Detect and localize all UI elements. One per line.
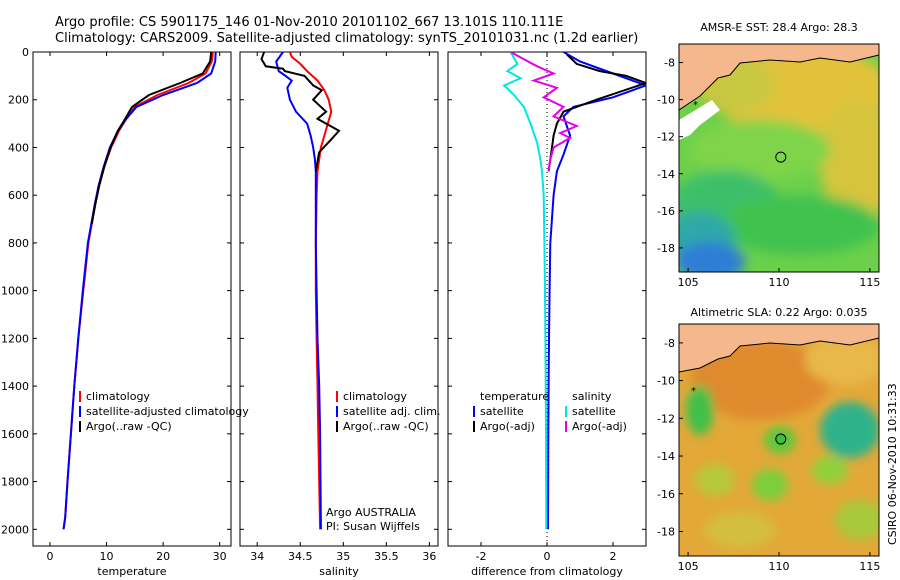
sst-argo-location-marker [775, 151, 787, 163]
difference-legend-label: satellite [572, 405, 616, 418]
salinity-panel: 34 34.5 35 35.5 36 salinity climatology satelli… [239, 51, 440, 578]
salinity-annotation-line: Argo AUSTRALIA [326, 506, 416, 519]
sst-ytick-label: -12 [657, 131, 675, 144]
difference-panel: -2 0 2 difference from climatology temperatu… [447, 51, 647, 578]
salinity-series-0 [288, 52, 333, 530]
sla-land [679, 324, 879, 372]
sla-argo-location-marker [775, 433, 787, 445]
depth-ytick-label: 1000 [1, 285, 29, 298]
temperature-legend-label: climatology [86, 390, 150, 403]
sst-ytick-label: -8 [664, 57, 675, 70]
figure-title-line2: Climatology: CARS2009. Satellite-adjuste… [55, 31, 638, 46]
sst-land [679, 44, 879, 110]
salinity-xtick-label: 35 [336, 550, 350, 563]
depth-ytick-label: 0 [22, 46, 29, 59]
sla-star-marker: * [691, 386, 696, 397]
depth-ytick-label: 1800 [1, 476, 29, 489]
salinity-legend-label: satellite adj. clim. [343, 405, 440, 418]
temperature-xlabel: temperature [97, 565, 166, 578]
salinity-xtick-label: 34.5 [288, 550, 313, 563]
temperature-xtick-label: 0 [46, 550, 53, 563]
sst-map: AMSR-E SST: 28.4 Argo: 28.3 105 110 115 -8 -… [657, 21, 880, 289]
sla-xtick-label: 110 [769, 560, 790, 573]
figure-title-line1: Argo profile: CS 5901175_146 01-Nov-2010… [55, 15, 563, 30]
depth-ytick-label: 1400 [1, 380, 29, 393]
salinity-xtick-label: 36 [422, 550, 436, 563]
sst-xtick-label: 110 [769, 276, 790, 289]
difference-legend-label: Argo(-adj) [480, 420, 535, 433]
difference-series-1 [547, 53, 646, 172]
sst-ytick-label: -14 [657, 168, 675, 181]
sla-xtick-label: 115 [859, 560, 880, 573]
difference-legend-label: Argo(-adj) [572, 420, 627, 433]
salinity-annotation-line: PI: Susan Wijffels [326, 520, 420, 533]
csiro-timestamp-label: CSIRO 06-Nov-2010 10:31:33 [886, 383, 899, 545]
sla-field [679, 324, 879, 556]
difference-xtick-label: 0 [544, 550, 551, 563]
difference-legend-title-temperature: temperature [480, 390, 549, 403]
depth-ytick-label: 200 [8, 94, 29, 107]
depth-ytick-label: 2000 [1, 523, 29, 536]
salinity-legend-label: Argo(..raw -QC) [343, 420, 429, 433]
temperature-xtick-label: 30 [213, 550, 227, 563]
sst-ytick-label: -16 [657, 205, 675, 218]
difference-series-0 [547, 52, 646, 530]
sla-map-title: Altimetric SLA: 0.22 Argo: 0.035 [690, 306, 867, 319]
sst-xtick-label: 105 [678, 276, 699, 289]
sla-ytick-label: -14 [657, 450, 675, 463]
difference-xtick-label: 2 [610, 550, 617, 563]
temperature-series-1 [62, 52, 217, 530]
sla-ytick-label: -8 [664, 337, 675, 350]
sst-map-title: AMSR-E SST: 28.4 Argo: 28.3 [700, 21, 858, 34]
sla-axis-ticks: 105 110 115 -8 -10 -12 -14 -16 -18 [657, 337, 880, 573]
sla-ytick-label: -18 [657, 525, 675, 538]
difference-xlabel: difference from climatology [471, 565, 623, 578]
sst-ytick-label: -18 [657, 242, 675, 255]
salinity-series-1 [275, 52, 322, 530]
temperature-series-2 [90, 52, 213, 224]
depth-ytick-label: 400 [8, 141, 29, 154]
difference-series-2 [502, 52, 548, 530]
temperature-plot-frame [32, 51, 232, 547]
depth-ytick-label: 1600 [1, 428, 29, 441]
sla-map: Altimetric SLA: 0.22 Argo: 0.035 105 110 1… [657, 306, 880, 573]
sst-ytick-label: -10 [657, 94, 675, 107]
sst-star-marker: * [693, 100, 698, 111]
salinity-xtick-label: 34 [250, 550, 264, 563]
temperature-xtick-label: 20 [156, 550, 170, 563]
difference-legend-title-salinity: salinity [572, 390, 612, 403]
depth-ytick-label: 800 [8, 237, 29, 250]
difference-legend-label: satellite [480, 405, 524, 418]
sla-ytick-label: -16 [657, 488, 675, 501]
depth-ytick-label: 600 [8, 189, 29, 202]
salinity-legend-label: climatology [343, 390, 407, 403]
sst-field [679, 44, 879, 272]
difference-series-3 [510, 52, 580, 172]
depth-ytick-label: 1200 [1, 332, 29, 345]
salinity-xlabel: salinity [319, 565, 359, 578]
temperature-legend-label: Argo(..raw -QC) [86, 420, 172, 433]
temperature-series-0 [62, 52, 214, 530]
sla-xtick-label: 105 [678, 560, 699, 573]
temperature-xtick-label: 10 [100, 550, 114, 563]
salinity-plot-frame [239, 51, 439, 547]
sla-ytick-label: -10 [657, 375, 675, 388]
salinity-series-2 [260, 52, 341, 172]
salinity-xtick-label: 35.5 [374, 550, 399, 563]
sla-ytick-label: -12 [657, 412, 675, 425]
temperature-legend-label: satellite-adjusted climatology [86, 405, 249, 418]
sst-xtick-label: 115 [859, 276, 880, 289]
difference-xtick-label: -2 [476, 550, 487, 563]
sst-axis-ticks: 105 110 115 -8 -10 -12 -14 -16 -18 [657, 57, 880, 289]
temperature-panel: 0 10 20 30 0 200 400 600 800 1000 1200 1400 1600 1800… [1, 46, 249, 578]
